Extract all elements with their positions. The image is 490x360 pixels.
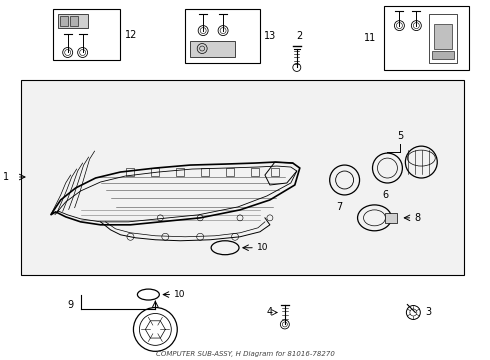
- Text: 7: 7: [337, 202, 343, 212]
- Text: 10: 10: [257, 243, 269, 252]
- Bar: [201, 168, 209, 176]
- Bar: [251, 168, 259, 176]
- Bar: [385, 6, 469, 71]
- Bar: [185, 9, 260, 63]
- Bar: [21, 80, 464, 275]
- Bar: [53, 9, 121, 60]
- Text: 3: 3: [425, 307, 431, 318]
- Bar: [60, 15, 68, 26]
- Bar: [271, 168, 279, 176]
- Bar: [226, 168, 234, 176]
- Bar: [386, 213, 397, 223]
- Text: 4: 4: [267, 307, 273, 318]
- Bar: [58, 14, 88, 28]
- Bar: [126, 168, 134, 176]
- Text: 1: 1: [3, 172, 9, 182]
- Bar: [176, 168, 184, 176]
- Bar: [190, 41, 235, 58]
- Text: 10: 10: [174, 290, 186, 299]
- Bar: [429, 14, 457, 63]
- Text: 13: 13: [264, 31, 276, 41]
- Bar: [70, 15, 77, 26]
- Text: 6: 6: [382, 190, 389, 200]
- Text: COMPUTER SUB-ASSY, H Diagram for 81016-78270: COMPUTER SUB-ASSY, H Diagram for 81016-7…: [155, 351, 335, 357]
- Bar: [151, 168, 159, 176]
- Bar: [432, 51, 454, 59]
- Text: 5: 5: [397, 131, 404, 141]
- Text: 9: 9: [68, 300, 74, 310]
- Text: 11: 11: [364, 32, 376, 42]
- Bar: [434, 24, 452, 49]
- Text: 2: 2: [296, 31, 303, 41]
- Text: 12: 12: [124, 30, 137, 40]
- Text: 8: 8: [415, 213, 420, 223]
